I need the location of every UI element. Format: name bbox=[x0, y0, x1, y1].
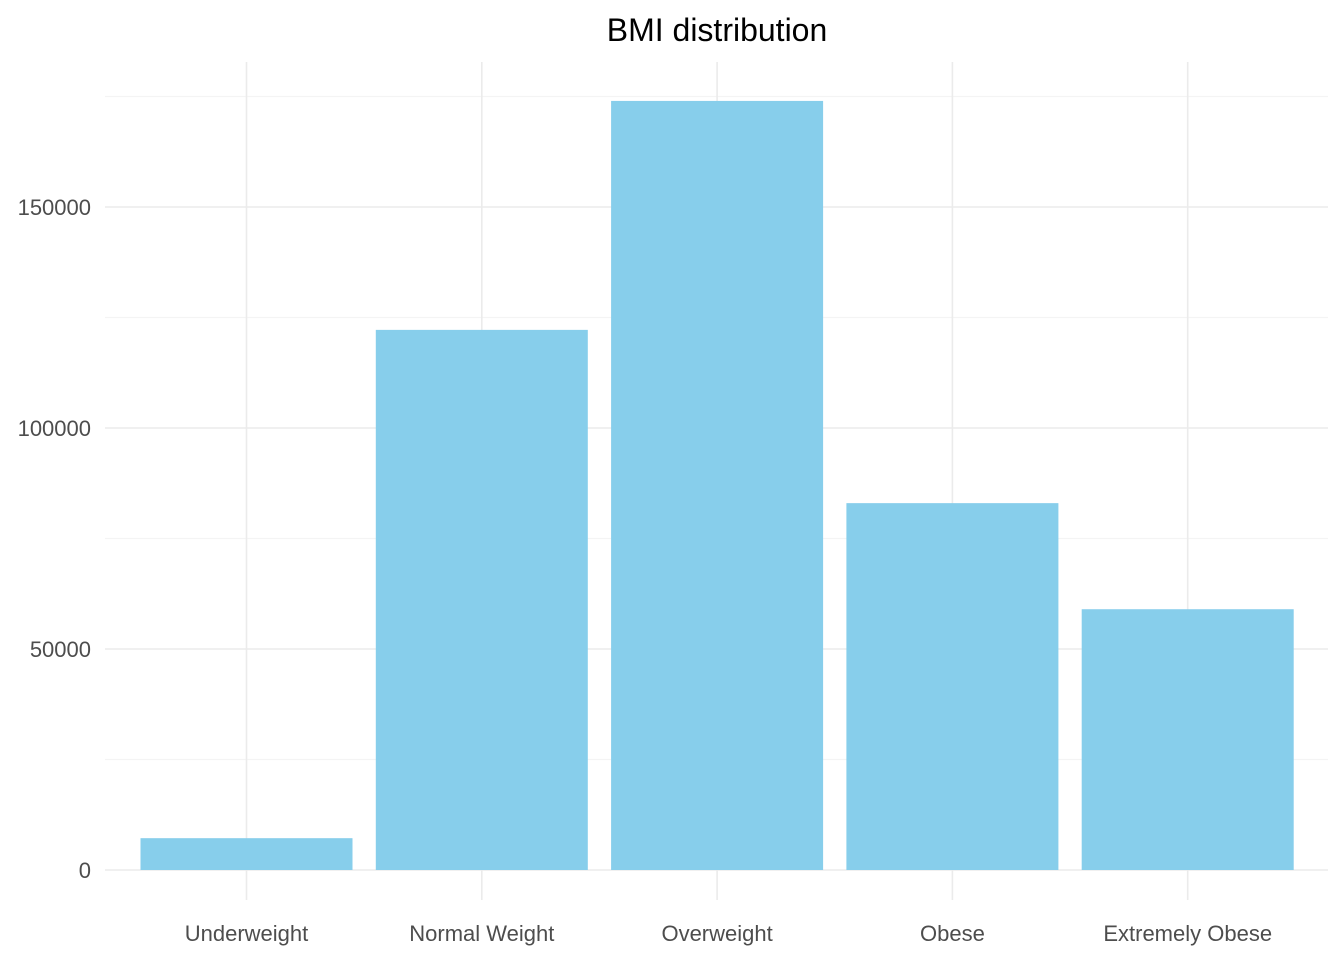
x-tick-label: Overweight bbox=[661, 921, 772, 946]
chart-title: BMI distribution bbox=[607, 12, 828, 48]
x-axis-ticks: Underweight Normal Weight Overweight Obese E… bbox=[185, 921, 1272, 946]
bar-overweight bbox=[611, 100, 824, 871]
y-tick-label: 100000 bbox=[18, 416, 91, 441]
x-tick-label: Obese bbox=[920, 921, 985, 946]
bar-extremely-obese bbox=[1081, 609, 1294, 870]
y-tick-label: 50000 bbox=[30, 637, 91, 662]
y-tick-label: 0 bbox=[79, 858, 91, 883]
y-axis-ticks: 0 50000 100000 150000 bbox=[18, 195, 91, 883]
bar-normal-weight bbox=[375, 329, 588, 871]
x-tick-label: Underweight bbox=[185, 921, 309, 946]
bar-obese bbox=[846, 503, 1059, 870]
bar-underweight bbox=[140, 838, 353, 870]
x-tick-label: Normal Weight bbox=[409, 921, 554, 946]
y-tick-label: 150000 bbox=[18, 195, 91, 220]
x-tick-label: Extremely Obese bbox=[1103, 921, 1272, 946]
bars bbox=[140, 100, 1294, 871]
